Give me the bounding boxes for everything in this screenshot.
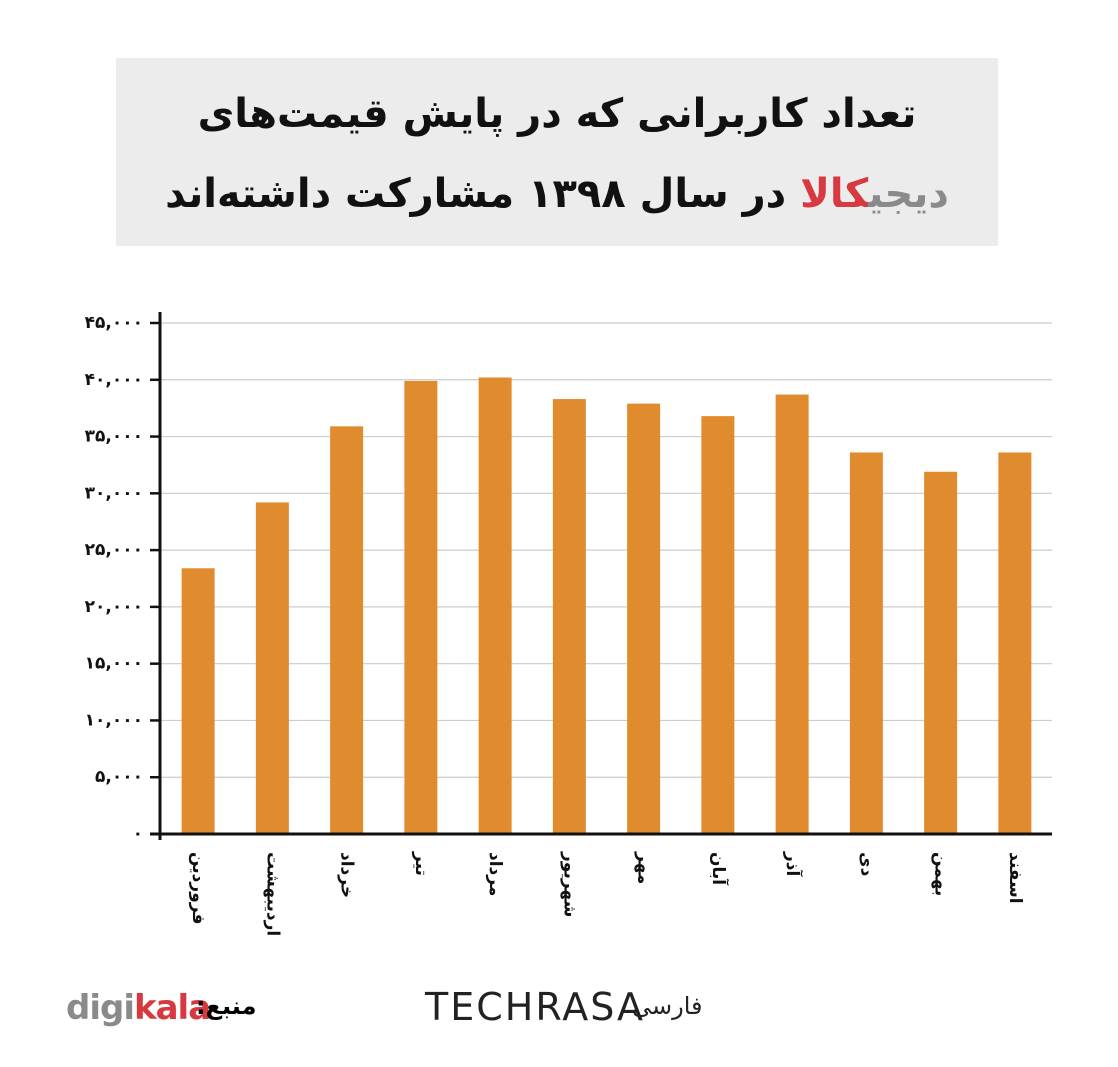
bar xyxy=(552,399,586,834)
bar xyxy=(627,403,661,834)
bar xyxy=(255,502,289,834)
chart: ۰ ۵,۰۰۰ ۱۰,۰۰۰ ۱۵,۰۰۰ ۲۰,۰۰۰ ۲۵,۰۰۰ ۳۰,۰۰۰ ۳۵,۰… xyxy=(85,312,1052,936)
source-label: منبع: xyxy=(196,992,257,1020)
x-tick-label: اسفند xyxy=(1005,852,1025,904)
y-tick-label: ۳۰,۰۰۰ xyxy=(85,483,143,503)
x-tick-label: دی xyxy=(856,852,876,877)
x-tick-label: تیر xyxy=(411,851,431,876)
x-tick-label: مهر xyxy=(634,851,654,884)
y-tick-label: ۵,۰۰۰ xyxy=(95,767,143,787)
brand-sub: فارسی xyxy=(632,992,703,1020)
y-tick-label: ۱۵,۰۰۰ xyxy=(85,654,143,674)
bar xyxy=(849,452,883,834)
x-tick-label: مرداد xyxy=(485,852,505,896)
bar xyxy=(478,377,512,834)
y-tick-label: ۴۰,۰۰۰ xyxy=(85,370,143,390)
bar xyxy=(404,380,438,834)
title-segment: کالا xyxy=(800,171,869,217)
bar xyxy=(924,471,958,834)
bar xyxy=(998,452,1032,834)
source-logo: digikala xyxy=(66,988,211,1028)
y-tick-label: ۳۵,۰۰۰ xyxy=(85,427,143,447)
brand: TECHRASA xyxy=(425,985,646,1029)
x-tick-label: بهمن xyxy=(931,852,951,896)
y-tick-label: ۲۵,۰۰۰ xyxy=(85,540,143,560)
logo-segment: digi xyxy=(66,988,135,1028)
x-tick-label: آذر xyxy=(782,851,804,878)
x-tick-label: خرداد xyxy=(337,852,357,898)
x-tick-label: آبان xyxy=(708,852,730,886)
y-tick-label: ۱۰,۰۰۰ xyxy=(85,710,143,730)
bar xyxy=(181,568,215,834)
x-tick-label: شهریور xyxy=(559,851,579,917)
title-line: دیجیکالا در سال ۱۳۹۸ مشارکت داشته‌اند xyxy=(116,154,998,234)
x-tick-label: اردیبهشت xyxy=(262,852,282,936)
title-segment: در سال ۱۳۹۸ مشارکت داشته‌اند xyxy=(165,171,801,217)
title-box: تعداد کاربرانی که در پایش قیمت‌های دیجیک… xyxy=(116,58,998,246)
y-tick-label: ۴۵,۰۰۰ xyxy=(85,313,143,333)
x-tick-label: فروردین xyxy=(188,852,208,924)
y-tick-label: ۲۰,۰۰۰ xyxy=(85,597,143,617)
y-tick-label: ۰ xyxy=(133,824,143,844)
title-line: تعداد کاربرانی که در پایش قیمت‌های xyxy=(197,91,917,137)
bar xyxy=(330,426,364,834)
bar xyxy=(701,416,735,834)
logo-segment: kala xyxy=(133,988,211,1028)
title-segment: دیجی xyxy=(868,171,949,217)
bar xyxy=(775,394,809,834)
